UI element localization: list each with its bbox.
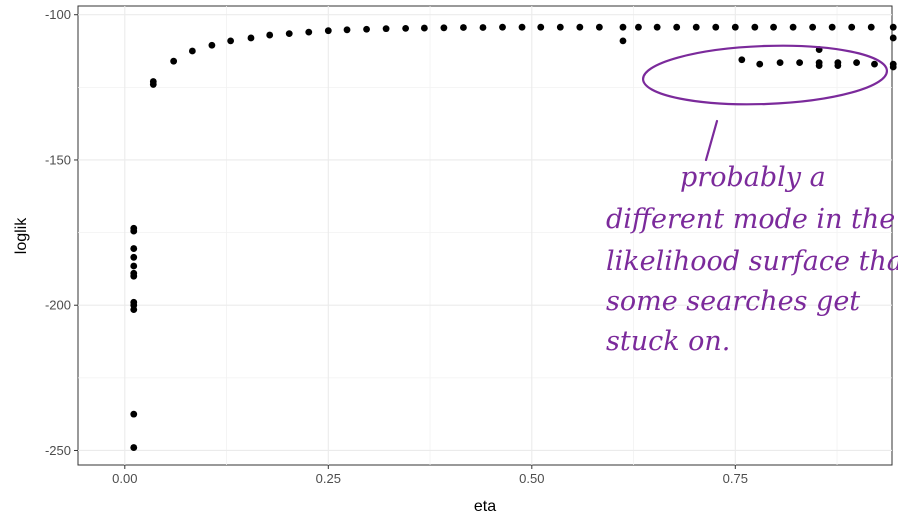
data-point: [479, 24, 487, 31]
y-tick-label: -200: [45, 298, 71, 313]
data-point: [130, 245, 138, 252]
data-point: [776, 59, 784, 67]
data-point: [130, 444, 138, 451]
data-point: [170, 57, 178, 65]
annotation-pointer-line: [704, 119, 719, 162]
data-point: [889, 63, 897, 71]
y-tick-label: -100: [45, 7, 71, 22]
data-point: [619, 37, 627, 45]
data-point: [130, 262, 138, 270]
data-point: [460, 24, 467, 31]
data-point: [149, 81, 157, 88]
x-tick-label: 0.75: [723, 471, 748, 486]
data-point: [363, 25, 370, 33]
data-point: [247, 34, 255, 42]
data-point: [130, 227, 138, 235]
data-point: [809, 23, 817, 31]
annotation-line-5: stuck on.: [606, 326, 730, 357]
data-point: [130, 410, 138, 418]
data-point: [712, 23, 720, 31]
x-axis-ticks: 0.00 0.25 0.50 0.75: [112, 465, 748, 486]
y-axis-ticks: -100 -150 -200 -250: [45, 7, 78, 458]
data-point: [595, 23, 603, 31]
x-axis-title: eta: [474, 498, 496, 515]
data-point: [692, 23, 700, 31]
data-point: [130, 272, 138, 280]
data-point: [343, 26, 351, 34]
data-point: [731, 23, 739, 31]
data-point: [130, 253, 138, 261]
annotation-line-2: different mode in the: [606, 204, 895, 235]
data-point: [537, 23, 545, 31]
data-point: [789, 23, 797, 31]
annotation-line-1: probably a: [680, 162, 826, 193]
data-point: [751, 23, 759, 31]
annotation-line-3: likelihood surface that: [606, 246, 898, 277]
x-tick-label: 0.50: [519, 471, 544, 486]
data-point: [889, 23, 897, 31]
annotation-ellipse: [641, 44, 889, 106]
data-point: [324, 27, 332, 35]
data-point: [305, 28, 313, 36]
annotation-line-4: some searches get: [606, 286, 860, 317]
data-point: [673, 23, 681, 31]
data-point: [208, 41, 216, 49]
data-point: [420, 24, 428, 32]
data-point: [499, 23, 506, 31]
data-point: [188, 47, 196, 55]
data-point: [834, 62, 842, 69]
data-point: [227, 37, 235, 45]
data-point: [653, 23, 661, 31]
y-tick-label: -150: [45, 152, 71, 167]
data-point: [576, 23, 584, 31]
plot-panel: [77, 5, 893, 466]
data-point: [853, 59, 860, 67]
data-point: [635, 23, 642, 31]
data-points: [130, 23, 897, 451]
handwritten-annotation: probably a different mode in the likelih…: [606, 44, 898, 357]
data-point: [828, 23, 836, 31]
data-point: [266, 31, 274, 39]
data-point: [848, 23, 856, 31]
major-gridlines: [78, 6, 892, 465]
x-tick-label: 0.00: [112, 471, 137, 486]
data-point: [867, 23, 875, 31]
minor-gridlines: [78, 6, 892, 465]
y-axis-title: loglik: [13, 217, 30, 254]
data-point: [556, 23, 564, 31]
data-point: [130, 306, 138, 313]
data-point: [440, 24, 448, 32]
data-point: [402, 24, 410, 32]
data-point: [382, 25, 390, 33]
data-point: [619, 23, 627, 31]
y-tick-label: -250: [45, 443, 71, 458]
data-point: [285, 30, 293, 37]
data-point: [889, 34, 897, 42]
data-point: [770, 23, 777, 31]
x-tick-label: 0.25: [316, 471, 341, 486]
data-point: [756, 60, 764, 68]
data-point: [518, 23, 526, 31]
data-point: [738, 56, 746, 64]
data-point: [815, 62, 823, 69]
data-point: [871, 60, 878, 68]
data-point: [796, 59, 804, 67]
